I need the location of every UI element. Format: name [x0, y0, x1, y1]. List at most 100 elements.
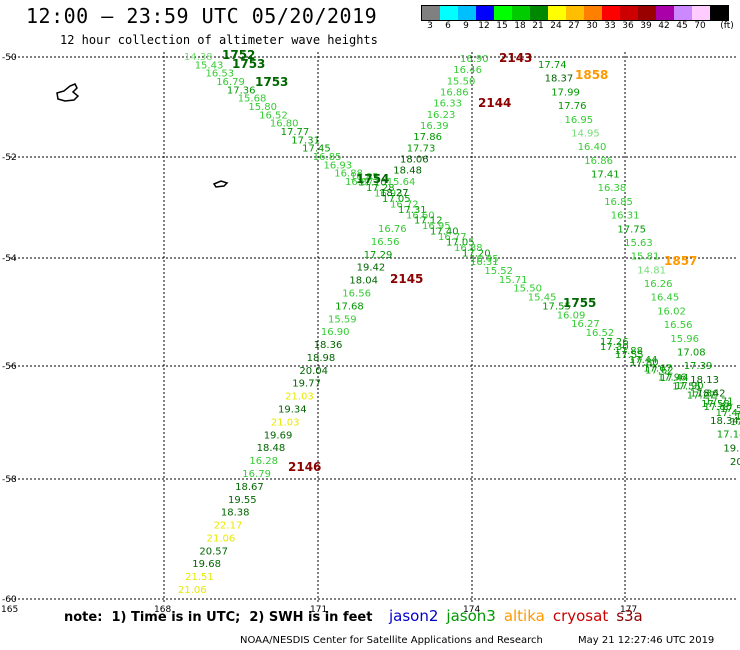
legend-label: 15	[496, 21, 508, 31]
wave-height-label: 17.14	[717, 430, 740, 441]
pass-time-label: 2143	[499, 51, 532, 65]
legend-label: 6	[445, 21, 451, 31]
wave-height-label: 15.52	[484, 266, 513, 277]
wave-height-label: 17.82	[735, 412, 740, 423]
wave-height-label: 16.33	[433, 99, 462, 110]
legend-swatch	[602, 6, 620, 20]
legend-swatch	[494, 6, 512, 20]
wave-height-label: 17.71	[705, 396, 734, 407]
wave-height-label: 18.06	[400, 155, 429, 166]
wave-height-label: 16.31	[611, 211, 640, 222]
legend-swatch	[512, 6, 530, 20]
wave-height-label: 14.38	[184, 52, 213, 63]
wave-height-label: 16.26	[644, 279, 673, 290]
wave-height-label: 17.71	[730, 417, 740, 428]
wave-height-label: 15.63	[624, 238, 653, 249]
wave-height-label: 17.73	[407, 143, 436, 154]
wave-height-labels: 14.3815.4316.5316.7917.3615.6815.8016.52…	[178, 52, 740, 596]
wave-height-label: 17.99	[551, 87, 580, 98]
wave-height-label: 16.09	[557, 310, 586, 321]
wave-height-label: 17.67	[643, 364, 672, 375]
legend-label: 30	[586, 21, 598, 31]
land-islands	[56, 83, 229, 188]
wave-height-label: 17.44	[629, 355, 658, 366]
wave-height-label: 21.06	[207, 533, 236, 544]
wave-height-label: 17.05	[446, 238, 475, 249]
wave-height-legend-labels: 3 6 9 12 15 18 21 24 27 30 33 36 39 42 45 70 (ft)	[421, 21, 739, 33]
wave-height-label: 16.31	[470, 257, 499, 268]
lat-tick-label: -58	[2, 475, 17, 485]
wave-height-label: 19.42	[357, 263, 386, 274]
wave-height-label: 18.42	[697, 389, 726, 400]
wave-height-label: 16.02	[657, 306, 686, 317]
wave-height-label: 16.40	[578, 142, 607, 153]
wave-height-label: 16.46	[453, 65, 482, 76]
island-left	[56, 83, 80, 102]
pass-time-label: 1753	[232, 57, 265, 71]
lon-tick-label: 177	[620, 605, 637, 615]
wave-height-label: 17.39	[684, 361, 713, 372]
wave-height-label: 16.77	[438, 232, 467, 243]
legend-swatch	[422, 6, 440, 20]
wave-height-label: 17.58	[701, 399, 730, 410]
wave-height-label: 15.71	[499, 275, 528, 286]
satellite-name-cryosat: cryosat	[552, 607, 609, 625]
legend-swatch	[476, 6, 494, 20]
wave-height-label: 18.67	[235, 482, 264, 493]
wave-height-label: 17.74	[538, 60, 567, 71]
wave-height-label: 15.50	[447, 76, 476, 87]
legend-label: 24	[550, 21, 562, 31]
legend-swatch	[530, 6, 548, 20]
legend-label: 12	[478, 21, 490, 31]
legend-label: 70	[694, 21, 706, 31]
wave-height-label: 20.57	[199, 546, 228, 557]
wave-height-label: 16.56	[342, 289, 371, 300]
satellite-name-jason2: jason2	[389, 607, 439, 625]
legend-label: 3	[427, 21, 433, 31]
wave-height-label: 17.75	[617, 224, 646, 235]
wave-height-label: 16.88	[454, 243, 483, 254]
legend-swatch	[458, 6, 476, 20]
wave-height-label: 21.51	[185, 572, 214, 583]
wave-height-label: 19.34	[278, 405, 307, 416]
wave-height-label: 18.37	[545, 74, 574, 85]
satellite-name-jason3: jason3	[446, 607, 496, 625]
lon-tick-label: 171	[310, 605, 327, 615]
wave-height-label: 17.28	[366, 183, 395, 194]
wave-height-label: 17.31	[291, 135, 320, 146]
wave-height-label: 16.93	[324, 160, 353, 171]
legend-swatch	[620, 6, 638, 20]
wave-height-label: 16.95	[422, 221, 451, 232]
wave-height-label: 16.76	[378, 224, 407, 235]
wave-height-label: 15.50	[513, 284, 542, 295]
wave-height-label: 18.04	[349, 276, 378, 287]
wave-height-label: 16.23	[427, 110, 456, 121]
wave-height-label: 17.68	[335, 301, 364, 312]
wave-height-label: 16.56	[664, 320, 693, 331]
wave-height-label: 16.85	[350, 172, 379, 183]
legend-swatch	[692, 6, 710, 20]
legend-label: 42	[658, 21, 670, 31]
wave-height-label: 17.20	[462, 249, 491, 260]
page-title: 12:00 – 23:59 UTC 05/20/2019	[26, 4, 378, 28]
wave-height-label: 17.80	[630, 358, 659, 369]
legend-label: 18	[514, 21, 526, 31]
lat-tick-label: -52	[2, 153, 17, 163]
legend-label: 27	[568, 21, 580, 31]
wave-height-label: 18.13	[690, 375, 719, 386]
wave-height-label: 16.45	[470, 254, 499, 265]
wave-height-label: 16.72	[390, 199, 419, 210]
wave-height-label: 17.36	[690, 389, 719, 400]
page-subtitle: 12 hour collection of altimeter wave hei…	[60, 33, 378, 47]
wave-height-label: 16.53	[206, 69, 235, 80]
note-text: note: 1) Time is in UTC; 2) SWH is in fe…	[64, 610, 373, 625]
wave-height-label: 16.90	[460, 54, 489, 65]
legend-label: 39	[640, 21, 652, 31]
wave-height-label: 17.88	[614, 346, 643, 357]
wave-height-label: 21.03	[285, 392, 314, 403]
pass-time-label: 1752	[222, 48, 255, 62]
wave-height-label: 18.38	[221, 508, 250, 519]
wave-height-label: 16.90	[321, 327, 350, 338]
